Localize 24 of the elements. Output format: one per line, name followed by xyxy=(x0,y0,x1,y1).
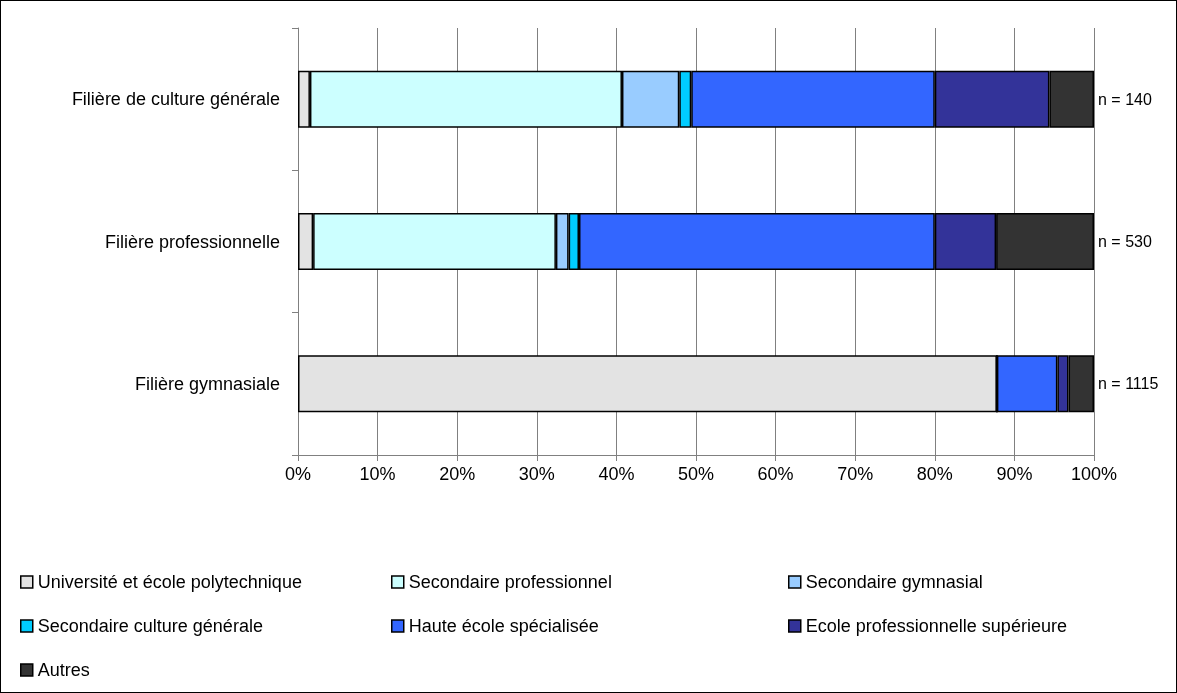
legend-label: Secondaire culture générale xyxy=(37,616,263,636)
x-tick-label: 90% xyxy=(996,464,1033,484)
x-tick-label: 50% xyxy=(677,464,715,484)
x-tick-label: 20% xyxy=(439,464,476,484)
x-tick-label: 100% xyxy=(1070,464,1118,484)
y-tick-label: Filière de culture générale xyxy=(71,89,280,110)
text: n = 530 xyxy=(1098,233,1152,250)
x-tick-label: 80% xyxy=(916,464,953,484)
legend-label: Secondaire gymnasial xyxy=(805,572,983,592)
x-tick-label: 40% xyxy=(598,464,635,484)
legend-label: Secondaire professionnel xyxy=(408,572,612,592)
x-tick-label: 70% xyxy=(837,464,874,484)
text: n = 1115 xyxy=(1098,375,1159,393)
legend-label: Université et école polytechnique xyxy=(37,572,302,592)
legend-label: Autres xyxy=(37,660,90,680)
x-tick-label: 10% xyxy=(359,464,396,484)
x-tick-label: 0% xyxy=(284,464,312,484)
legend-label: Haute école spécialisée xyxy=(408,616,599,636)
legend-label: Ecole professionnelle supérieure xyxy=(805,616,1067,636)
y-tick-label: Filière gymnasiale xyxy=(134,373,280,394)
text: n = 140 xyxy=(1098,90,1152,108)
x-tick-label: 30% xyxy=(518,464,555,484)
x-tick-label: 60% xyxy=(757,464,794,484)
y-tick-label: Filière professionnelle xyxy=(104,231,280,252)
